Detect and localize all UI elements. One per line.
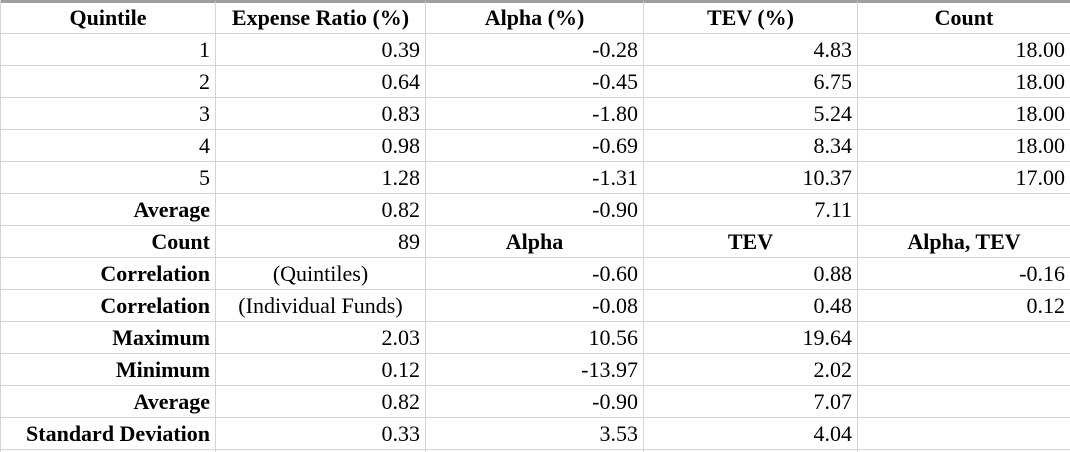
- table-cell: [858, 194, 1070, 226]
- table-cell: -0.08: [426, 290, 644, 322]
- table-cell: (Quintiles): [216, 258, 426, 290]
- table-row: 3 0.83 -1.80 5.24 18.00: [1, 98, 1070, 130]
- table-row: Maximum 2.03 10.56 19.64: [1, 322, 1070, 354]
- table-cell: 0.12: [858, 290, 1070, 322]
- table-cell: 10.56: [426, 322, 644, 354]
- table-cell: [858, 450, 1070, 452]
- table-cell: Correlation: [1, 290, 216, 322]
- table-cell: -0.45: [426, 66, 644, 98]
- table-cell: 1: [1, 34, 216, 66]
- table-cell: -1.80: [426, 98, 644, 130]
- table-cell: Standard Deviation: [1, 418, 216, 450]
- table-cell: 8.34: [644, 130, 858, 162]
- table-cell: 17.00: [858, 162, 1070, 194]
- table-cell: 18.00: [858, 34, 1070, 66]
- table-cell: 2.03: [216, 322, 426, 354]
- table-cell: 6.75: [644, 66, 858, 98]
- table-cell: 89: [216, 226, 426, 258]
- table-row: 2 0.64 -0.45 6.75 18.00: [1, 66, 1070, 98]
- table-cell: Alpha, TEV: [858, 226, 1070, 258]
- table-cell: 0.82: [216, 386, 426, 418]
- table-cell: 0.98: [216, 130, 426, 162]
- table-row: 1 0.39 -0.28 4.83 18.00: [1, 34, 1070, 66]
- table-cell: 7.11: [644, 194, 858, 226]
- table-cell: -0.69: [426, 130, 644, 162]
- table-cell: (Individual Funds): [216, 290, 426, 322]
- table-cell: [216, 450, 426, 452]
- table-cell: 18.00: [858, 66, 1070, 98]
- table-cell: [426, 450, 644, 452]
- table-cell: [644, 450, 858, 452]
- table-cell: 3: [1, 98, 216, 130]
- column-header-count: Count: [858, 0, 1070, 34]
- table-cell: 18.00: [858, 130, 1070, 162]
- table-row: Average 0.82 -0.90 7.11: [1, 194, 1070, 226]
- table-row: 5 1.28 -1.31 10.37 17.00: [1, 162, 1070, 194]
- column-header-quintile: Quintile: [1, 0, 216, 34]
- table-cell: 0.12: [216, 354, 426, 386]
- table-cell: Alpha: [426, 226, 644, 258]
- table-cell: Maximum: [1, 322, 216, 354]
- table-cell: TEV: [644, 226, 858, 258]
- table-cell: 3.53: [426, 418, 644, 450]
- table-cell: -0.90: [426, 386, 644, 418]
- table-cell: 19.64: [644, 322, 858, 354]
- table-cell: Count: [1, 226, 216, 258]
- table-row: Correlation (Individual Funds) -0.08 0.48 0.…: [1, 290, 1070, 322]
- table-cell: 4: [1, 130, 216, 162]
- table-row: Minimum 0.12 -13.97 2.02: [1, 354, 1070, 386]
- table-cell: 0.88: [644, 258, 858, 290]
- table-cell: 7.07: [644, 386, 858, 418]
- table-cell: 4.83: [644, 34, 858, 66]
- partial-row: [1, 450, 1070, 452]
- table-cell: Minimum: [1, 354, 216, 386]
- table-cell: -1.31: [426, 162, 644, 194]
- table-cell: 5.24: [644, 98, 858, 130]
- table-row: Average 0.82 -0.90 7.07: [1, 386, 1070, 418]
- table-cell: Average: [1, 386, 216, 418]
- table-cell: [858, 418, 1070, 450]
- table-cell: -0.60: [426, 258, 644, 290]
- table-cell: 2: [1, 66, 216, 98]
- table-cell: -0.90: [426, 194, 644, 226]
- table-cell: 0.48: [644, 290, 858, 322]
- table-row: 4 0.98 -0.69 8.34 18.00: [1, 130, 1070, 162]
- table-cell: 18.00: [858, 98, 1070, 130]
- table-cell: 0.64: [216, 66, 426, 98]
- table-row: Correlation (Quintiles) -0.60 0.88 -0.16: [1, 258, 1070, 290]
- table-cell: 0.39: [216, 34, 426, 66]
- table-row: Count 89 Alpha TEV Alpha, TEV: [1, 226, 1070, 258]
- column-header-expense-ratio: Expense Ratio (%): [216, 0, 426, 34]
- table-cell: 0.33: [216, 418, 426, 450]
- table-cell: 4.04: [644, 418, 858, 450]
- table-row: Standard Deviation 0.33 3.53 4.04: [1, 418, 1070, 450]
- table-cell: [858, 354, 1070, 386]
- table-cell: [858, 322, 1070, 354]
- table-cell: [1, 450, 216, 452]
- table-cell: Average: [1, 194, 216, 226]
- table-cell: 1.28: [216, 162, 426, 194]
- table-cell: -0.16: [858, 258, 1070, 290]
- column-header-tev: TEV (%): [644, 0, 858, 34]
- header-row: Quintile Expense Ratio (%) Alpha (%) TEV (%…: [1, 0, 1070, 34]
- table-cell: Correlation: [1, 258, 216, 290]
- table-cell: [858, 386, 1070, 418]
- table-cell: 0.82: [216, 194, 426, 226]
- table-cell: -0.28: [426, 34, 644, 66]
- table-cell: 5: [1, 162, 216, 194]
- table-cell: 10.37: [644, 162, 858, 194]
- table-cell: 0.83: [216, 98, 426, 130]
- table-cell: -13.97: [426, 354, 644, 386]
- column-header-alpha: Alpha (%): [426, 0, 644, 34]
- table-cell: 2.02: [644, 354, 858, 386]
